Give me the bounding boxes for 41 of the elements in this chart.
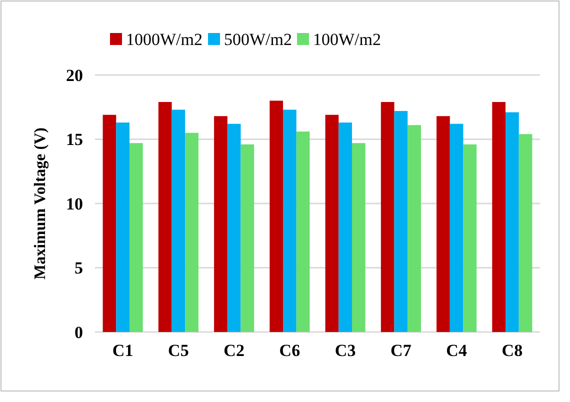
- y-tick-label: 20: [66, 66, 83, 85]
- y-tick-label: 5: [74, 258, 83, 278]
- bar: [450, 124, 464, 332]
- bar: [227, 124, 241, 332]
- bar: [172, 110, 186, 332]
- y-axis-title: Maximum Voltage (V): [32, 128, 49, 280]
- x-tick-label: C3: [334, 341, 356, 360]
- x-tick-label: C4: [446, 341, 468, 360]
- x-tick-label: C6: [279, 341, 300, 360]
- bar: [506, 112, 519, 332]
- bar: [436, 116, 450, 332]
- bar: [240, 144, 254, 332]
- bar: [518, 134, 532, 332]
- bar: [394, 110, 408, 332]
- bar: [338, 122, 352, 332]
- bar: [408, 125, 421, 332]
- bar: [102, 114, 116, 332]
- bar: [352, 143, 366, 332]
- legend-label: 1000W/m2: [126, 30, 202, 49]
- bar: [158, 102, 172, 332]
- bar: [380, 102, 394, 332]
- x-tick-label: C8: [502, 341, 523, 360]
- bar: [185, 132, 198, 332]
- x-tick-label: C5: [168, 341, 189, 360]
- bar: [492, 102, 506, 332]
- bar: [283, 110, 296, 332]
- legend-label: 500W/m2: [224, 30, 292, 49]
- bar: [296, 132, 310, 332]
- x-tick-label: C1: [112, 341, 134, 360]
- bar: [129, 143, 143, 332]
- x-tick-label: C2: [224, 341, 244, 360]
- y-tick-label: 15: [66, 130, 83, 150]
- bar: [214, 116, 228, 332]
- x-tick-label: C7: [390, 341, 412, 360]
- bar: [270, 100, 284, 332]
- y-tick-label: 0: [74, 322, 83, 342]
- y-tick-label: 10: [66, 194, 83, 214]
- legend-label: 100W/m2: [313, 30, 381, 49]
- bar: [116, 122, 130, 332]
- bar: [325, 114, 339, 332]
- bar: [463, 144, 477, 332]
